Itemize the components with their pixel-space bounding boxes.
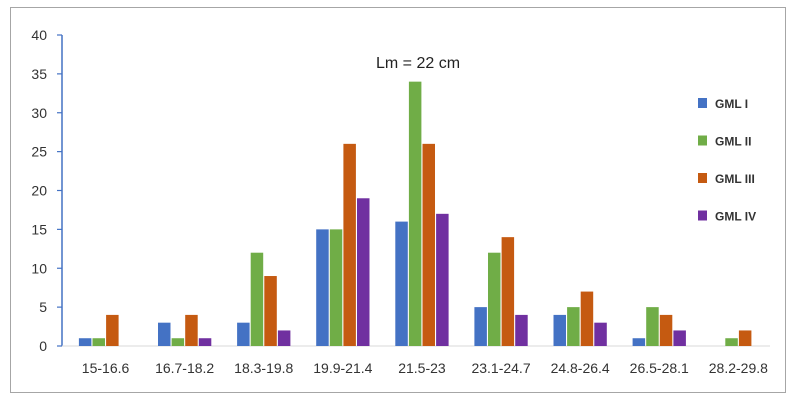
bar-gml-iii-19.9-21.4 xyxy=(343,143,356,346)
x-tick-label: 23.1-24.7 xyxy=(471,360,530,376)
legend-swatch xyxy=(698,210,707,221)
bar-gml-ii-21.5-23 xyxy=(408,81,422,347)
bar-gml-i-23.1-24.7 xyxy=(474,307,487,346)
bars xyxy=(78,81,752,347)
x-tick-label: 24.8-26.4 xyxy=(551,360,610,376)
y-tick-label: 40 xyxy=(31,27,47,43)
bar-gml-iv-18.3-19.8 xyxy=(277,330,291,346)
x-tick-label: 26.5-28.1 xyxy=(630,360,689,376)
y-axis: 0 5 10 15 20 25 30 35 40 xyxy=(31,27,63,354)
bar-gml-iii-18.3-19.8 xyxy=(264,276,277,346)
chart-annotation: Lm = 22 cm xyxy=(376,55,460,72)
bar-gml-ii-15-16.6 xyxy=(92,338,105,346)
bar-gml-iii-26.5-28.1 xyxy=(659,314,673,346)
y-tick-label: 15 xyxy=(31,221,47,237)
y-tick-label: 5 xyxy=(39,299,47,315)
bar-gml-ii-24.8-26.4 xyxy=(567,307,580,346)
bar-gml-i-15-16.6 xyxy=(78,338,92,346)
x-tick-label: 16.7-18.2 xyxy=(155,360,214,376)
legend-label: GML II xyxy=(715,135,751,149)
bar-gml-iii-21.5-23 xyxy=(422,143,435,346)
bar-gml-ii-18.3-19.8 xyxy=(250,252,264,346)
bar-gml-iii-23.1-24.7 xyxy=(501,237,515,346)
legend-label: GML III xyxy=(715,172,755,186)
bar-gml-iv-24.8-26.4 xyxy=(594,322,607,346)
bar-gml-i-18.3-19.8 xyxy=(237,322,250,346)
bar-gml-iv-19.9-21.4 xyxy=(357,198,370,346)
bar-gml-iii-28.2-29.8 xyxy=(738,330,752,346)
x-tick-label: 18.3-19.8 xyxy=(234,360,293,376)
bar-gml-ii-26.5-28.1 xyxy=(646,307,659,346)
legend-label: GML I xyxy=(715,97,748,111)
bar-gml-ii-19.9-21.4 xyxy=(329,229,343,346)
bar-gml-i-26.5-28.1 xyxy=(632,338,646,346)
legend-swatch xyxy=(698,173,707,183)
bar-gml-iv-16.7-18.2 xyxy=(198,338,212,346)
legend-swatch xyxy=(698,98,707,108)
bar-gml-iii-15-16.6 xyxy=(106,314,119,346)
bar-gml-i-16.7-18.2 xyxy=(158,322,171,346)
bar-gml-iii-16.7-18.2 xyxy=(185,314,198,346)
y-tick-label: 0 xyxy=(39,338,47,354)
y-tick-label: 20 xyxy=(31,183,47,199)
bar-gml-ii-23.1-24.7 xyxy=(488,252,501,346)
legend-label: GML IV xyxy=(715,210,756,224)
bar-gml-iv-21.5-23 xyxy=(436,213,449,346)
bar-gml-ii-28.2-29.8 xyxy=(725,338,738,346)
bar-gml-ii-16.7-18.2 xyxy=(171,338,185,346)
x-tick-label: 28.2-29.8 xyxy=(709,360,768,376)
x-axis: 15-16.6 16.7-18.2 18.3-19.8 19.9-21.4 21.5-2… xyxy=(62,345,770,376)
bar-gml-iv-23.1-24.7 xyxy=(515,314,528,346)
bar-gml-i-24.8-26.4 xyxy=(553,314,566,346)
bar-gml-i-21.5-23 xyxy=(395,221,408,346)
x-tick-label: 21.5-23 xyxy=(398,360,446,376)
x-tick-label: 19.9-21.4 xyxy=(313,360,372,376)
bar-gml-iii-24.8-26.4 xyxy=(580,291,594,346)
y-tick-label: 10 xyxy=(31,260,47,276)
x-tick-label: 15-16.6 xyxy=(82,360,130,376)
y-tick-label: 35 xyxy=(31,66,47,82)
bar-gml-iv-26.5-28.1 xyxy=(673,330,686,346)
y-tick-label: 25 xyxy=(31,144,47,160)
legend: GML I GML II GML III GML IV xyxy=(698,97,756,224)
y-tick-label: 30 xyxy=(31,105,47,121)
legend-swatch xyxy=(698,135,707,146)
bar-gml-i-19.9-21.4 xyxy=(316,229,329,346)
